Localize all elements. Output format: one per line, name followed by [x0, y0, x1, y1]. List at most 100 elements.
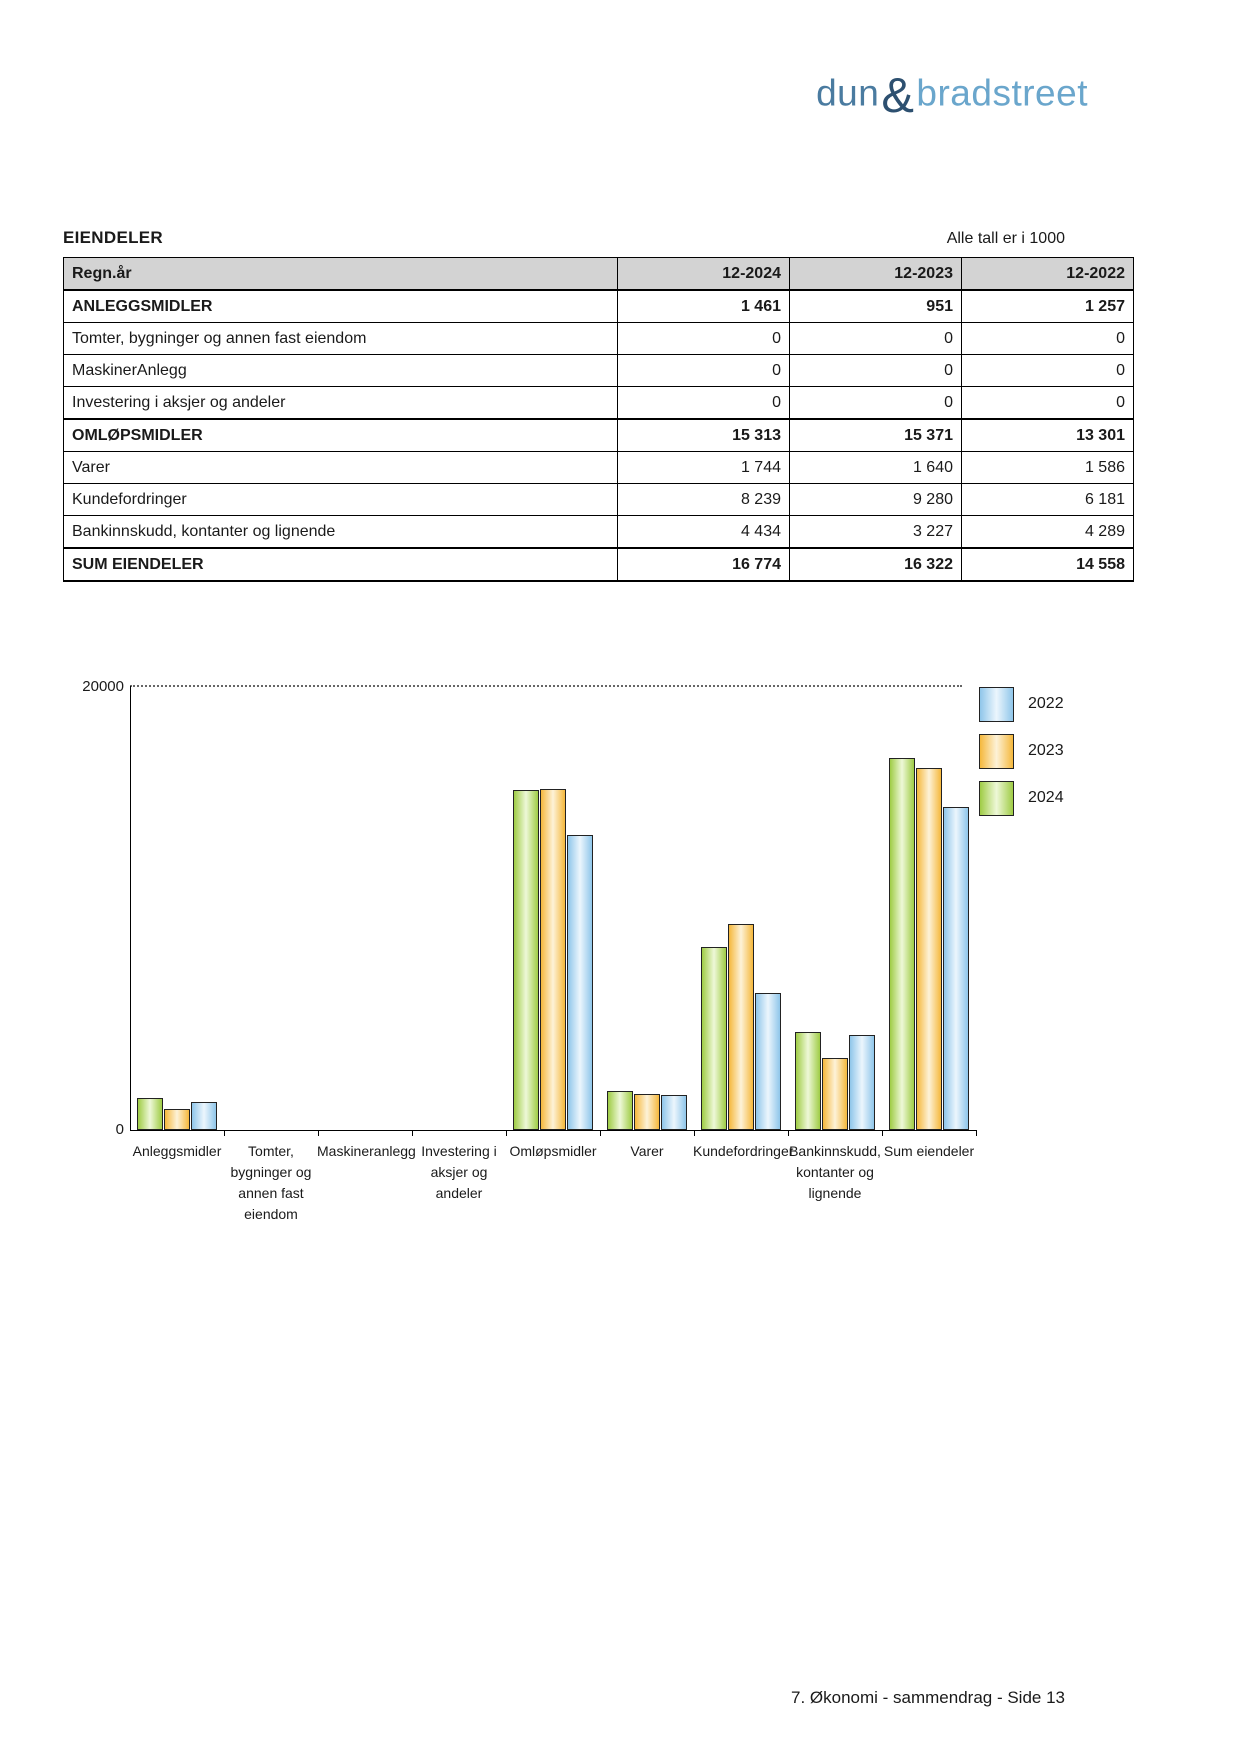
bar-2022-8 [943, 807, 969, 1130]
table-row: Investering i aksjer og andeler 0 0 0 [63, 386, 1134, 420]
column-header: 12-2022 [961, 257, 1134, 291]
cell-value: 0 [617, 386, 790, 420]
cell-value: 0 [961, 322, 1134, 355]
bar-2022-5 [661, 1095, 687, 1130]
bar-2023-4 [540, 789, 566, 1130]
logo-dun: dun [816, 72, 880, 114]
legend-swatch-2022 [979, 687, 1014, 722]
bar-2022-7 [849, 1035, 875, 1130]
row-label: Tomter, bygninger og annen fast eiendom [63, 322, 618, 355]
row-label: Kundefordringer [63, 483, 618, 516]
cell-value: 3 227 [789, 515, 962, 549]
cell-value: 1 586 [961, 451, 1134, 484]
cell-value: 0 [789, 354, 962, 387]
axis-tick [600, 1131, 601, 1136]
axis-tick [694, 1131, 695, 1136]
bar-2024-8 [889, 758, 915, 1130]
axis-tick [788, 1131, 789, 1136]
cell-value: 15 371 [789, 418, 962, 452]
bar-2024-0 [137, 1098, 163, 1130]
bar-2023-5 [634, 1094, 660, 1130]
cell-value: 1 257 [961, 289, 1134, 323]
cell-value: 0 [961, 354, 1134, 387]
legend-label: 2022 [1028, 695, 1064, 712]
cell-value: 0 [789, 322, 962, 355]
axis-tick [224, 1131, 225, 1136]
table-row: OMLØPSMIDLER 15 313 15 371 13 301 [63, 418, 1134, 452]
bar-2024-5 [607, 1091, 633, 1130]
cell-value: 14 558 [961, 547, 1134, 582]
cell-value: 0 [617, 354, 790, 387]
x-axis [130, 1130, 977, 1131]
cell-value: 16 774 [617, 547, 790, 582]
category-label: Anleggsmidler [132, 1143, 222, 1159]
legend-swatch-2024 [979, 781, 1014, 816]
bar-2023-6 [728, 924, 754, 1130]
cell-value: 6 181 [961, 483, 1134, 516]
category-label: Tomter, bygninger og annen fast eiendom [230, 1143, 312, 1222]
table-header-row: Regn.år 12-2024 12-2023 12-2022 [63, 257, 1134, 291]
table-row: ANLEGGSMIDLER 1 461 951 1 257 [63, 289, 1134, 323]
category-label: Kundefordringer [693, 1143, 794, 1159]
cell-value: 4 434 [617, 515, 790, 549]
category-label: Omløpsmidler [509, 1143, 597, 1159]
legend-swatch-2023 [979, 734, 1014, 769]
logo-ampersand-icon: & [881, 69, 915, 123]
legend-label: 2024 [1028, 789, 1064, 806]
cell-value: 16 322 [789, 547, 962, 582]
section-title: EIENDELER [63, 228, 163, 247]
units-note: Alle tall er i 1000 [946, 230, 1065, 247]
axis-tick [882, 1131, 883, 1136]
bar-2024-7 [795, 1032, 821, 1130]
table-row: SUM EIENDELER 16 774 16 322 14 558 [63, 547, 1134, 582]
axis-tick [506, 1131, 507, 1136]
y-tick-20000: 20000 [82, 678, 124, 695]
table-row: Tomter, bygninger og annen fast eiendom 0… [63, 322, 1134, 355]
category-label: Bankinnskudd, kontanter og lignende [789, 1143, 881, 1201]
axis-tick [412, 1131, 413, 1136]
table-row: Varer 1 744 1 640 1 586 [63, 451, 1134, 484]
cell-value: 13 301 [961, 418, 1134, 452]
cell-value: 1 461 [617, 289, 790, 323]
cell-value: 0 [789, 386, 962, 420]
cell-value: 951 [789, 289, 962, 323]
row-label: Investering i aksjer og andeler [63, 386, 618, 420]
bar-2023-8 [916, 768, 942, 1130]
y-tick-0: 0 [115, 1121, 124, 1138]
row-label: Varer [63, 451, 618, 484]
axis-tick [318, 1131, 319, 1136]
bar-2022-6 [755, 993, 781, 1130]
column-header: 12-2023 [789, 257, 962, 291]
cell-value: 0 [961, 386, 1134, 420]
y-axis [130, 686, 131, 1130]
bar-2023-7 [822, 1058, 848, 1130]
row-label: MaskinerAnlegg [63, 354, 618, 387]
table-row: Bankinnskudd, kontanter og lignende 4 434… [63, 515, 1134, 549]
category-label: Investering i aksjer og andeler [421, 1143, 497, 1201]
cell-value: 15 313 [617, 418, 790, 452]
bar-2023-0 [164, 1109, 190, 1130]
cell-value: 9 280 [789, 483, 962, 516]
legend-label: 2023 [1028, 742, 1064, 759]
page-footer: 7. Økonomi - sammendrag - Side 13 [790, 1688, 1065, 1707]
cell-value: 0 [617, 322, 790, 355]
bar-2024-6 [701, 947, 727, 1130]
table-row: MaskinerAnlegg 0 0 0 [63, 354, 1134, 387]
axis-tick [976, 1131, 977, 1136]
category-label: Varer [630, 1143, 664, 1159]
row-label: OMLØPSMIDLER [63, 418, 618, 452]
gridline-20000 [130, 685, 962, 687]
assets-table: Regn.år 12-2024 12-2023 12-2022 ANLEGGSMIDLE… [63, 257, 1134, 582]
logo-bradstreet: bradstreet [916, 72, 1088, 114]
row-label: ANLEGGSMIDLER [63, 289, 618, 323]
bar-2022-0 [191, 1102, 217, 1130]
row-label: SUM EIENDELER [63, 547, 618, 582]
cell-value: 8 239 [617, 483, 790, 516]
bar-2022-4 [567, 835, 593, 1130]
column-header: 12-2024 [617, 257, 790, 291]
row-label: Bankinnskudd, kontanter og lignende [63, 515, 618, 549]
assets-table-body: Regn.år 12-2024 12-2023 12-2022 ANLEGGSMIDLE… [63, 257, 1134, 582]
category-label: Maskineranlegg [317, 1143, 416, 1159]
cell-value: 1 744 [617, 451, 790, 484]
